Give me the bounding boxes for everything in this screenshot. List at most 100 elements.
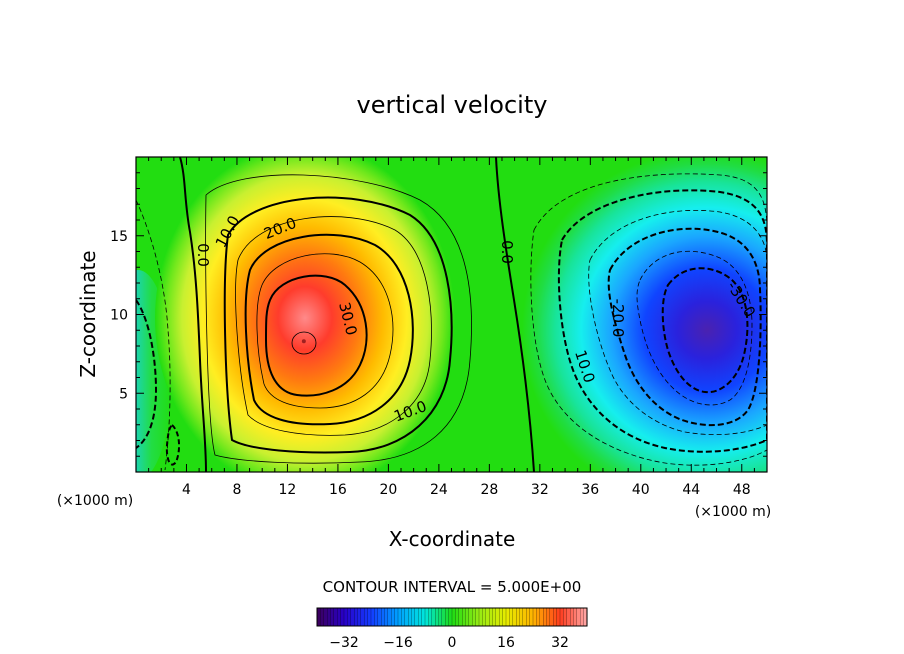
- colorbar-swatch: [404, 607, 409, 627]
- colorbar-swatch: [576, 607, 581, 627]
- x-tick-label: 16: [329, 482, 347, 498]
- colorbar-swatch: [397, 607, 402, 627]
- colorbar-tick-label: −32: [329, 635, 359, 651]
- x-axis-label: X-coordinate: [389, 527, 516, 551]
- colorbar-swatch: [536, 607, 541, 627]
- colorbar-tick-label: 0: [448, 635, 457, 651]
- colorbar-swatch: [478, 607, 483, 627]
- contour-lines: [136, 157, 767, 472]
- colorbar-swatch: [411, 607, 416, 627]
- contour-pos-10: [223, 196, 453, 454]
- colorbar-swatch: [485, 607, 490, 627]
- colorbar-swatch: [573, 607, 578, 627]
- colorbar-tick-label: −16: [383, 635, 413, 651]
- positive-cell: [155, 157, 455, 472]
- colorbar-swatch: [414, 607, 419, 627]
- colorbar-swatch: [543, 607, 548, 627]
- colorbar-swatch: [370, 607, 375, 627]
- colorbar-swatch: [526, 607, 531, 627]
- colorbar-swatch: [580, 607, 585, 627]
- colorbar-swatch: [408, 607, 413, 627]
- contour-neg-25: [636, 250, 753, 406]
- colorbar-swatch: [360, 607, 365, 627]
- x-tick-label: 20: [379, 482, 397, 498]
- colorbar-swatch: [458, 607, 463, 627]
- colorbar-swatch: [350, 607, 355, 627]
- colorbar-swatch: [519, 607, 524, 627]
- colorbar-swatch: [509, 607, 514, 627]
- contour-edge-neg-5: [136, 199, 171, 471]
- colorbar-swatch: [553, 607, 558, 627]
- contour-pos-20: [244, 233, 414, 426]
- colorbar-swatch: [489, 607, 494, 627]
- y-axis-label: Z-coordinate: [76, 250, 100, 377]
- colorbar-swatch: [462, 607, 467, 627]
- colorbar-swatch: [559, 607, 564, 627]
- axis-ticks: [136, 157, 767, 472]
- contour-pos-35: [291, 331, 317, 355]
- z-tick-label: 10: [110, 308, 128, 324]
- x-tick-label: 12: [279, 482, 297, 498]
- colorbar-swatch: [516, 607, 521, 627]
- z-tick-label: 5: [119, 386, 128, 402]
- contour-neg-20: [607, 227, 762, 427]
- colorbar-swatch: [357, 607, 362, 627]
- x-tick-label: 44: [682, 482, 700, 498]
- colorbar-swatch: [364, 607, 369, 627]
- colorbar-swatch: [421, 607, 426, 627]
- colorbar-swatch: [563, 607, 568, 627]
- contour-neg-10: [557, 189, 767, 453]
- colorbar-swatch: [492, 607, 497, 627]
- colorbar-swatch: [337, 607, 342, 627]
- contour-neg-30: [661, 267, 749, 394]
- x-tick-label: 32: [531, 482, 549, 498]
- plot-area: [136, 157, 767, 472]
- max-marker: [301, 339, 306, 344]
- colorbar-swatch: [381, 607, 386, 627]
- colorbar-frame: [316, 607, 588, 627]
- colorbar-swatch: [418, 607, 423, 627]
- colorbar-swatch: [374, 607, 379, 627]
- colorbar-swatch: [330, 607, 335, 627]
- colorbar-swatch: [424, 607, 429, 627]
- colorbar-swatch: [505, 607, 510, 627]
- colorbar-swatch: [455, 607, 460, 627]
- colorbar-swatch: [529, 607, 534, 627]
- x-tick-label: 36: [581, 482, 599, 498]
- negative-cell: [522, 157, 767, 472]
- colorbar-swatch: [472, 607, 477, 627]
- colorbar-swatch: [475, 607, 480, 627]
- colorbar-swatch: [384, 607, 389, 627]
- colorbar-swatch: [445, 607, 450, 627]
- colorbar-labels: −32 −16 0 16 32: [329, 635, 569, 651]
- colorbar-swatch: [441, 607, 446, 627]
- colorbar-tick-label: 16: [497, 635, 515, 651]
- colorbar-swatch: [316, 607, 321, 627]
- contour-pos-30: [264, 274, 368, 397]
- chart-title: vertical velocity: [357, 91, 548, 119]
- colorbar-swatch: [435, 607, 440, 627]
- colorbar-swatch: [323, 607, 328, 627]
- colorbar-swatch: [431, 607, 436, 627]
- contour-neg-15: [588, 209, 767, 435]
- contour-edge-neg-10: [136, 299, 158, 449]
- contour-label: -20.0: [609, 299, 627, 338]
- x-tick-label: 40: [632, 482, 650, 498]
- colorbar-swatch: [343, 607, 348, 627]
- colorbar-swatch: [428, 607, 433, 627]
- colorbar-swatch: [391, 607, 396, 627]
- colorbar-tick-label: 32: [551, 635, 569, 651]
- colorbar-swatch: [451, 607, 456, 627]
- colorbar-swatch: [502, 607, 507, 627]
- colorbar-swatch: [499, 607, 504, 627]
- colorbar-swatch: [539, 607, 544, 627]
- colorbar-swatch: [465, 607, 470, 627]
- colorbar-swatch: [347, 607, 352, 627]
- colorbar-swatch: [320, 607, 325, 627]
- colorbar-swatch: [401, 607, 406, 627]
- x-unit-label-left: (×1000 m): [57, 493, 133, 509]
- colorbar-swatch: [394, 607, 399, 627]
- colorbar-swatch: [448, 607, 453, 627]
